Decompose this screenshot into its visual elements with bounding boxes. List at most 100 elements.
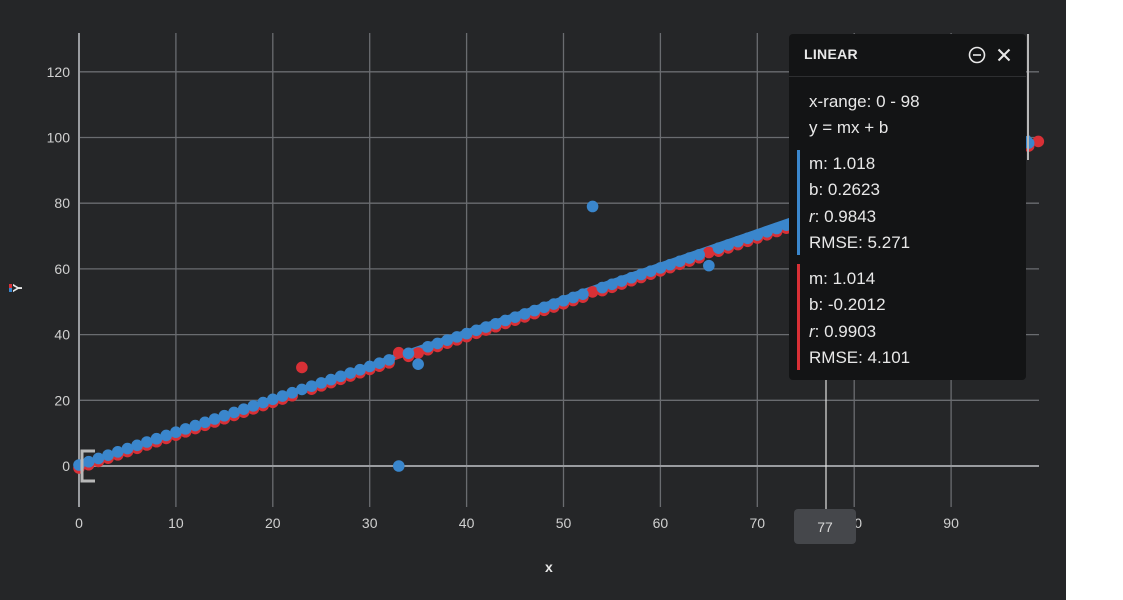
blue-point-outlier: [703, 259, 715, 272]
blue-point: [499, 314, 512, 327]
blue-point: [422, 340, 434, 353]
blue-point-outlier: [412, 358, 424, 370]
blue-point: [722, 239, 735, 251]
blue-point: [344, 367, 357, 379]
blue-point: [683, 252, 696, 264]
y-tick-label: 120: [47, 64, 71, 80]
y-axis-label-text: Y: [10, 283, 25, 293]
blue-point: [82, 455, 95, 468]
blue-point: [751, 229, 764, 241]
blue-point: [315, 377, 328, 389]
blue-point: [528, 304, 541, 317]
blue-point: [480, 321, 492, 333]
blue-point: [354, 363, 366, 376]
blue-point: [218, 409, 231, 422]
series-color-swatch: [9, 284, 12, 292]
red-intercept: b: -0.2012: [809, 295, 886, 314]
blue-series-marker: [797, 150, 800, 255]
x-tick-label: 20: [265, 515, 281, 531]
blue-point: [363, 360, 376, 373]
blue-correlation: r: 0.9843: [809, 207, 877, 226]
x-tick-label: 50: [556, 515, 572, 531]
x-tick-label: 90: [943, 515, 959, 531]
red-series-marker: [797, 264, 800, 370]
blue-point: [141, 436, 153, 448]
blue-point: [237, 403, 250, 415]
blue-point: [441, 334, 454, 346]
x-tick-label: 40: [459, 515, 475, 531]
minimize-icon[interactable]: [966, 44, 988, 66]
y-tick-label: 20: [54, 392, 70, 408]
blue-rmse: RMSE: 5.271: [809, 233, 911, 252]
blue-point: [121, 442, 134, 455]
blue-point: [150, 432, 163, 445]
formula-text: y = mx + b: [809, 118, 889, 137]
blue-point: [208, 413, 221, 425]
blue-point: [741, 232, 754, 245]
blue-point: [664, 258, 676, 271]
blue-point: [673, 255, 686, 268]
blue-point: [518, 308, 531, 320]
blue-point: [257, 396, 269, 409]
blue-point: [548, 298, 560, 310]
blue-point: [267, 393, 279, 406]
x-tick-label: 10: [168, 515, 184, 531]
red-point-outlier: [703, 246, 715, 259]
x-tick-label: 60: [653, 515, 669, 531]
blue-point: [732, 235, 744, 248]
blue-point: [577, 288, 589, 300]
red-point-outlier: [392, 346, 405, 359]
blue-point-outlier: [392, 460, 405, 472]
y-tick-label: 60: [54, 261, 70, 277]
blue-point: [712, 242, 725, 254]
close-icon[interactable]: [993, 44, 1015, 66]
blue-point: [305, 380, 318, 392]
blue-point: [334, 370, 347, 383]
blue-point: [92, 452, 105, 465]
red-slope: m: 1.014: [809, 269, 876, 288]
blue-point: [383, 354, 395, 366]
blue-point: [615, 275, 628, 287]
panel-title: LINEAR: [804, 46, 858, 62]
blue-point-outlier: [586, 200, 599, 213]
blue-point: [654, 262, 667, 274]
blue-point: [228, 406, 240, 419]
regression-panel: LINEAR x-range: 0 - 98 y = mx + b m: 1.0…: [789, 34, 1026, 380]
blue-point: [179, 423, 192, 435]
chart-app: 0102030405060708090020406080100120 Y x 7…: [0, 0, 1066, 600]
y-tick-label: 40: [54, 327, 70, 343]
y-tick-label: 0: [62, 458, 70, 474]
blue-point: [693, 248, 705, 261]
blue-point: [373, 357, 386, 369]
x-tick-label: 0: [75, 515, 83, 531]
x-range-text: x-range: 0 - 98: [809, 92, 920, 111]
blue-point: [538, 301, 550, 314]
red-point: [412, 347, 424, 359]
blue-point: [189, 419, 202, 432]
blue-point: [635, 268, 647, 281]
blue-point: [460, 327, 473, 340]
blue-point: [761, 225, 773, 238]
blue-point: [160, 429, 173, 442]
blue-point: [557, 294, 570, 307]
blue-point: [276, 390, 289, 402]
x-tick-label: 30: [362, 515, 378, 531]
red-point-outlier: [586, 286, 599, 298]
red-point-outlier: [296, 361, 308, 374]
blue-point: [625, 271, 638, 284]
x-tick-label: 70: [750, 515, 766, 531]
blue-point: [170, 426, 182, 438]
blue-point: [131, 439, 143, 452]
y-axis-label: Y: [6, 276, 30, 300]
panel-header: LINEAR: [789, 34, 1026, 77]
blue-point: [296, 383, 308, 396]
red-rmse: RMSE: 4.101: [809, 348, 911, 367]
blue-point: [470, 324, 483, 337]
blue-point: [489, 317, 502, 330]
hover-x-value: 77: [794, 509, 856, 544]
blue-point: [102, 449, 114, 461]
blue-point: [596, 281, 609, 294]
blue-point: [247, 400, 260, 412]
blue-point: [325, 373, 337, 386]
x-axis-label: x: [545, 559, 553, 575]
